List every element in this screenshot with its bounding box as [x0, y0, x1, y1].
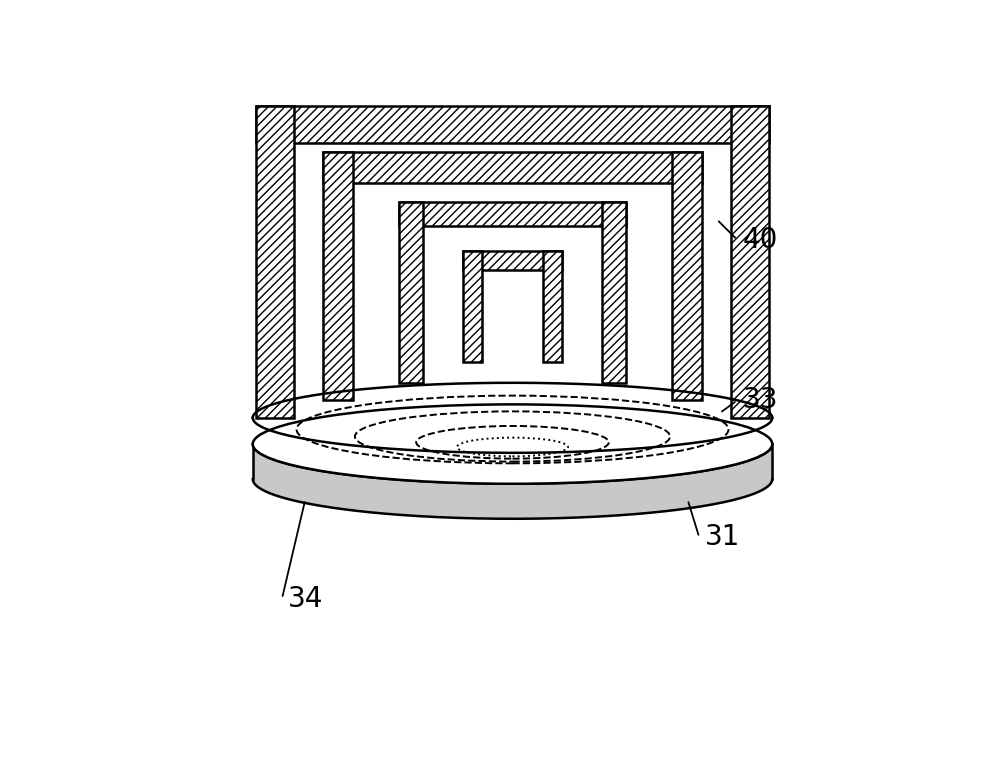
Text: 34: 34: [288, 584, 323, 612]
Polygon shape: [399, 202, 423, 383]
Polygon shape: [323, 152, 702, 183]
Polygon shape: [463, 252, 562, 270]
Polygon shape: [672, 152, 702, 400]
Polygon shape: [543, 252, 562, 362]
Text: 40: 40: [743, 226, 778, 254]
Polygon shape: [256, 105, 769, 143]
Polygon shape: [323, 152, 353, 400]
Ellipse shape: [253, 404, 772, 484]
Text: 31: 31: [705, 524, 740, 552]
Polygon shape: [253, 444, 772, 518]
Polygon shape: [399, 202, 626, 227]
Polygon shape: [731, 105, 769, 418]
Polygon shape: [602, 202, 626, 383]
Polygon shape: [463, 252, 482, 362]
Text: 33: 33: [743, 387, 779, 415]
Polygon shape: [256, 105, 294, 418]
